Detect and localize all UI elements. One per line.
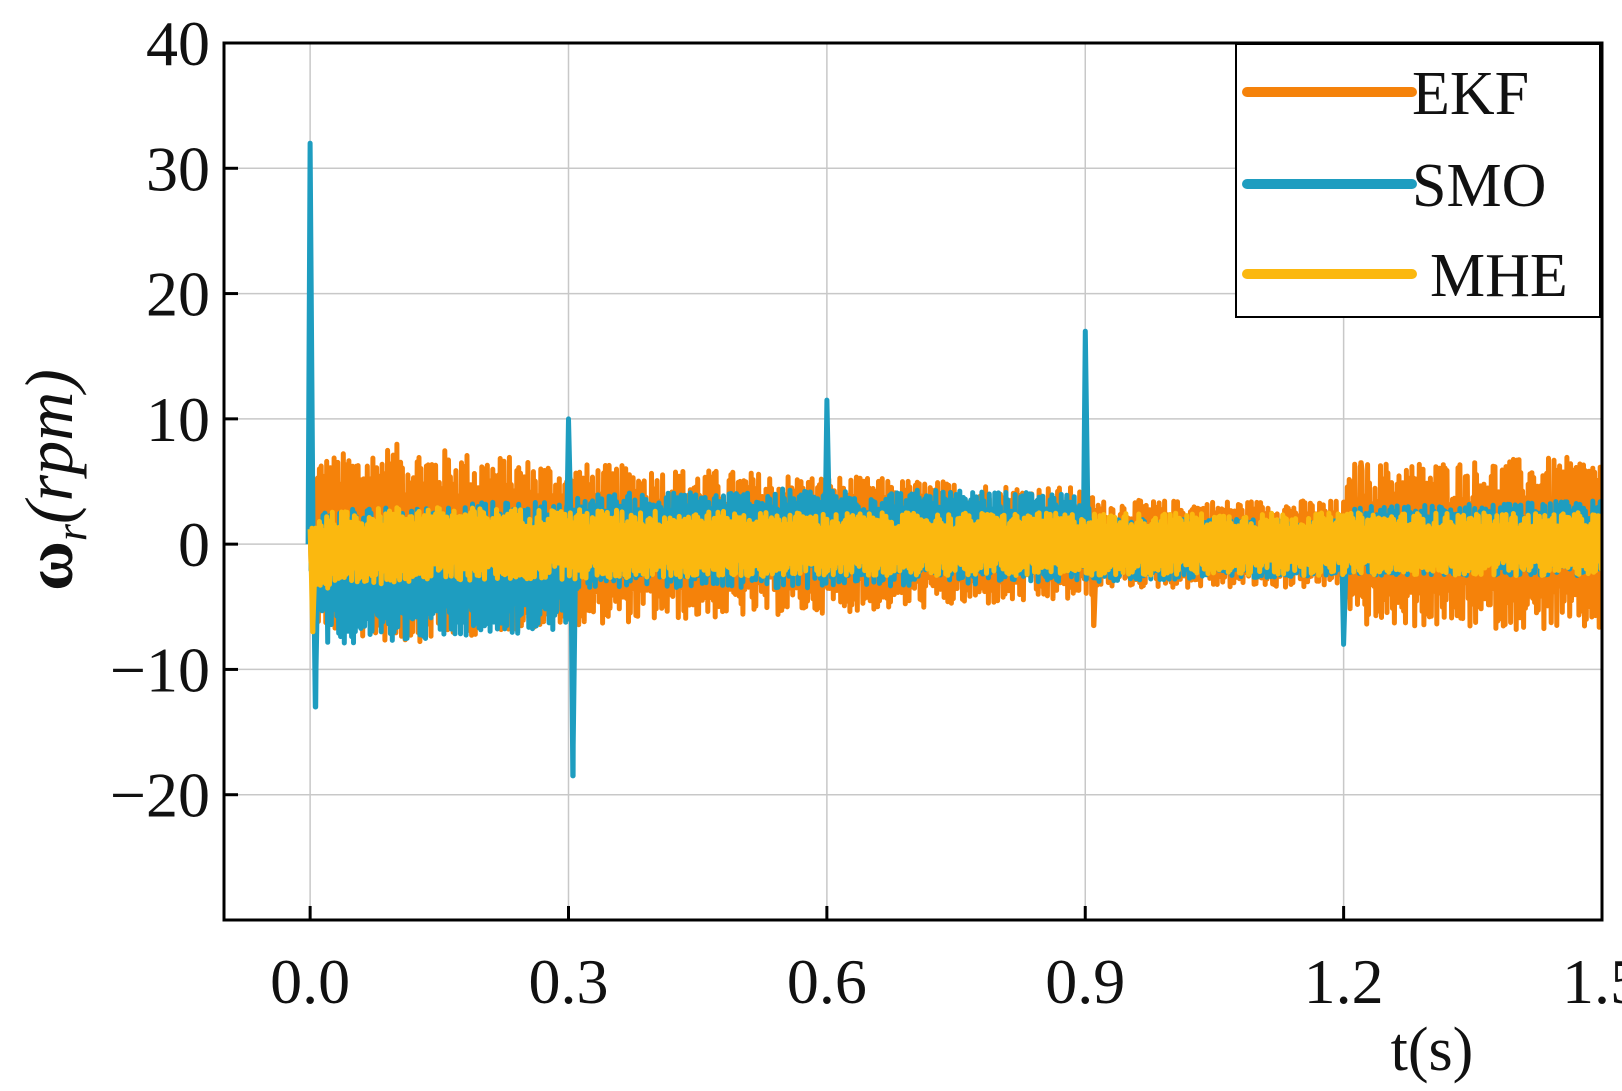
x-axis-label: t(s) [1391, 1016, 1474, 1084]
y-tick-label: 40 [146, 8, 210, 79]
x-tick-label: 1.5 [1562, 946, 1622, 1017]
series-line-mhe [307, 505, 1602, 635]
y-axis-label-subscript: r [47, 523, 96, 541]
series-line-smo [305, 140, 1602, 779]
y-tick-label: 30 [146, 133, 210, 204]
y-tick-label: 0 [178, 509, 210, 580]
x-tick-label: 0.0 [270, 946, 350, 1017]
y-axis-label-unit: (rpm) [11, 369, 87, 524]
legend: EKF SMO MHE [1235, 43, 1601, 318]
x-axis: 0.0 0.3 0.6 0.9 1.2 1.5 [270, 906, 1622, 1017]
x-tick-label: 0.6 [787, 946, 867, 1017]
y-axis: −20 −10 0 10 20 30 40 [110, 8, 238, 831]
y-tick-label: −10 [110, 634, 210, 705]
x-tick-label: 0.3 [529, 946, 609, 1017]
plot-area [305, 140, 1602, 779]
y-axis-label: ωr(rpm) [11, 369, 96, 591]
x-tick-label: 1.2 [1304, 946, 1384, 1017]
legend-label-mhe: MHE [1430, 242, 1568, 310]
legend-label-ekf: EKF [1412, 60, 1529, 128]
y-axis-label-symbol: ω [11, 541, 87, 591]
x-tick-label: 0.9 [1045, 946, 1125, 1017]
legend-label-smo: SMO [1412, 152, 1546, 220]
y-tick-label: 10 [146, 384, 210, 455]
plot-frame [222, 41, 1604, 922]
y-tick-label: 20 [146, 259, 210, 330]
y-tick-label: −20 [110, 760, 210, 831]
